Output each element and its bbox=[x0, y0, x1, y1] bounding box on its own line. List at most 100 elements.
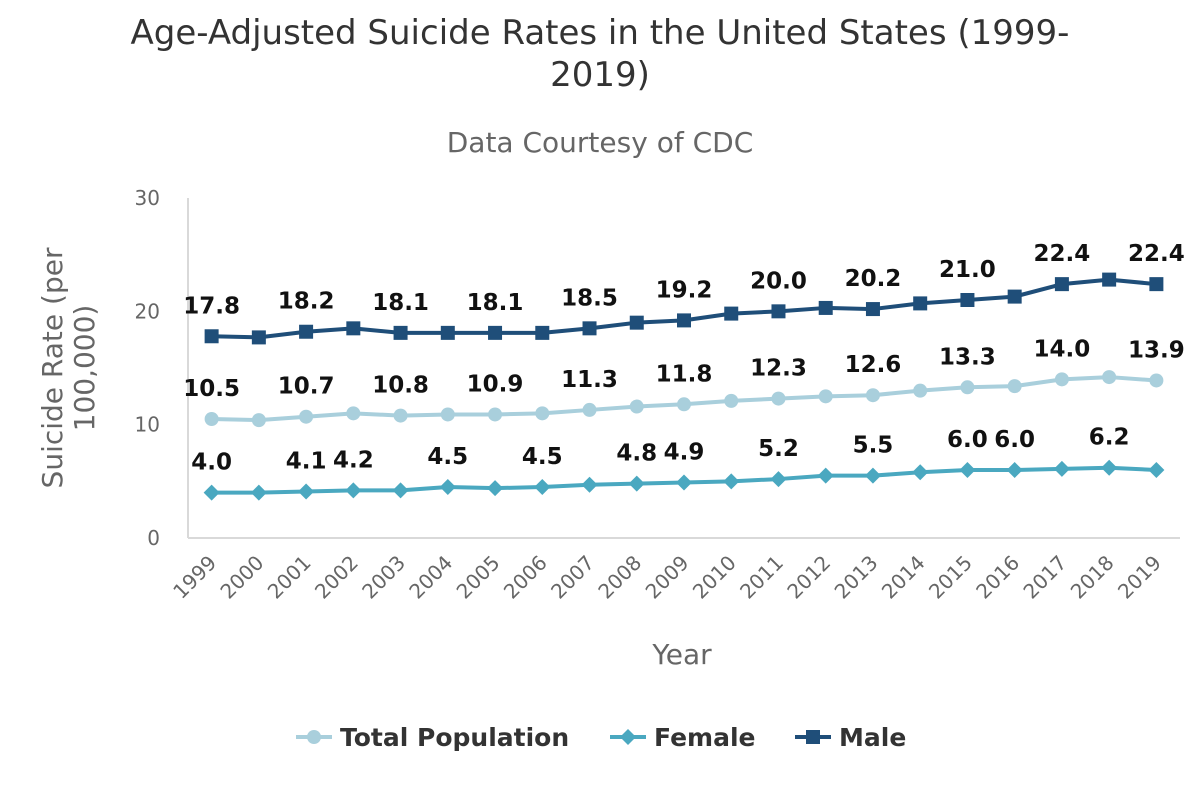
male-point bbox=[299, 324, 314, 339]
female-point bbox=[439, 479, 456, 495]
x-tick-label: 2010 bbox=[688, 551, 741, 604]
female-point bbox=[534, 479, 551, 495]
x-tick-label: 2019 bbox=[1113, 551, 1166, 604]
x-tick-label: 2001 bbox=[263, 551, 316, 604]
legend-marker bbox=[806, 730, 820, 744]
female-point bbox=[392, 482, 409, 499]
male-point bbox=[913, 296, 928, 311]
total-population-point bbox=[771, 391, 786, 406]
total-population-point bbox=[629, 399, 644, 414]
female-point bbox=[770, 471, 787, 488]
x-tick-label: 2015 bbox=[924, 551, 977, 604]
total-population-point bbox=[913, 383, 928, 398]
female-data-label: 6.2 bbox=[1089, 425, 1130, 451]
male-point bbox=[1149, 277, 1164, 292]
total-population-point bbox=[677, 397, 691, 412]
y-tick-label: 0 bbox=[147, 526, 160, 550]
y-tick-label: 20 bbox=[135, 299, 160, 323]
female-data-label: 4.8 bbox=[616, 441, 657, 467]
male-point bbox=[724, 306, 739, 321]
x-tick-label: 1999 bbox=[168, 551, 221, 604]
legend-label: Total Population bbox=[340, 723, 569, 752]
female-data-label: 4.0 bbox=[191, 450, 232, 476]
male-point bbox=[535, 325, 550, 340]
total-population-data-label: 11.3 bbox=[561, 367, 618, 393]
male-data-label: 18.2 bbox=[278, 289, 335, 315]
female-point bbox=[487, 480, 504, 497]
female-point bbox=[1006, 462, 1023, 478]
male-data-label: 18.5 bbox=[561, 285, 618, 311]
x-tick-label: 2018 bbox=[1066, 551, 1119, 604]
x-tick-label: 2013 bbox=[830, 551, 883, 604]
total-population-point bbox=[1054, 372, 1069, 387]
total-population-point bbox=[299, 409, 314, 424]
total-population-data-label: 10.9 bbox=[467, 371, 524, 397]
y-axis-title: Suicide Rate (per100,000) bbox=[36, 247, 101, 488]
legend-label: Male bbox=[839, 723, 906, 752]
male-data-label: 21.0 bbox=[939, 257, 996, 283]
female-point bbox=[864, 467, 881, 484]
total-population-data-label: 12.3 bbox=[750, 356, 807, 382]
female-data-label: 4.1 bbox=[286, 449, 327, 475]
female-data-label: 4.5 bbox=[522, 444, 563, 470]
x-tick-label: 2005 bbox=[452, 551, 505, 604]
x-tick-label: 2000 bbox=[215, 551, 268, 604]
total-population-point bbox=[1149, 373, 1164, 388]
total-population-data-label: 10.7 bbox=[278, 374, 335, 400]
female-point bbox=[628, 475, 645, 492]
female-point bbox=[203, 484, 220, 501]
total-population-point bbox=[204, 412, 219, 426]
total-population-point bbox=[1007, 379, 1022, 394]
total-population-point bbox=[582, 402, 597, 417]
legend-marker bbox=[620, 729, 636, 745]
legend-item-female: Female bbox=[610, 723, 755, 752]
male-point bbox=[393, 325, 408, 340]
male-data-label: 22.4 bbox=[1034, 241, 1091, 267]
male-data-label: 17.8 bbox=[183, 293, 240, 319]
total-population-data-label: 10.8 bbox=[372, 373, 429, 399]
total-population-point bbox=[724, 393, 739, 408]
male-point bbox=[251, 330, 266, 345]
total-population-point bbox=[818, 389, 833, 404]
female-point bbox=[676, 474, 692, 491]
female-point bbox=[1053, 460, 1070, 477]
total-population-point bbox=[865, 388, 880, 403]
male-point bbox=[771, 304, 786, 319]
chart-title: Age-Adjusted Suicide Rates in the United… bbox=[130, 13, 1070, 95]
chart-subtitle: Data Courtesy of CDC bbox=[446, 126, 754, 159]
male-data-label: 20.2 bbox=[845, 266, 902, 292]
x-tick-label: 2017 bbox=[1018, 551, 1071, 604]
total-population-point bbox=[535, 406, 550, 421]
x-tick-label: 2006 bbox=[499, 551, 552, 604]
data-labels: 10.5 10.7 10.8 10.9 11.3 11.8 12.3 12.6 13.3 14.0… bbox=[183, 241, 1185, 476]
x-axis-title: Year bbox=[651, 638, 712, 671]
female-data-label: 6.0 bbox=[947, 427, 988, 453]
total-population-point bbox=[488, 407, 503, 422]
female-point bbox=[250, 484, 267, 501]
legend-label: Female bbox=[654, 723, 755, 752]
legend: Total Population Female Male bbox=[296, 723, 906, 752]
male-point bbox=[1054, 277, 1069, 292]
total-population-point bbox=[440, 407, 455, 422]
male-point bbox=[204, 329, 219, 344]
female-data-label: 4.5 bbox=[427, 444, 468, 470]
female-point bbox=[912, 464, 929, 481]
female-data-label: 5.2 bbox=[758, 436, 799, 462]
x-tick-label: 2007 bbox=[546, 551, 599, 604]
male-point bbox=[440, 325, 455, 340]
male-data-label: 18.1 bbox=[467, 290, 524, 316]
male-point bbox=[1102, 272, 1117, 287]
x-tick-label: 2011 bbox=[735, 551, 788, 604]
male-point bbox=[677, 313, 691, 328]
x-tick-label: 2004 bbox=[404, 551, 457, 604]
legend-item-total-population: Total Population bbox=[296, 723, 569, 752]
female-point bbox=[581, 476, 598, 493]
legend-item-male: Male bbox=[795, 723, 906, 752]
male-point bbox=[488, 325, 503, 340]
female-point bbox=[345, 482, 362, 499]
x-tick-label: 2014 bbox=[877, 551, 930, 604]
x-tick-label: 2002 bbox=[310, 551, 363, 604]
y-tick-label: 30 bbox=[135, 186, 160, 210]
male-point bbox=[346, 321, 361, 336]
total-population-data-label: 12.6 bbox=[845, 352, 902, 378]
